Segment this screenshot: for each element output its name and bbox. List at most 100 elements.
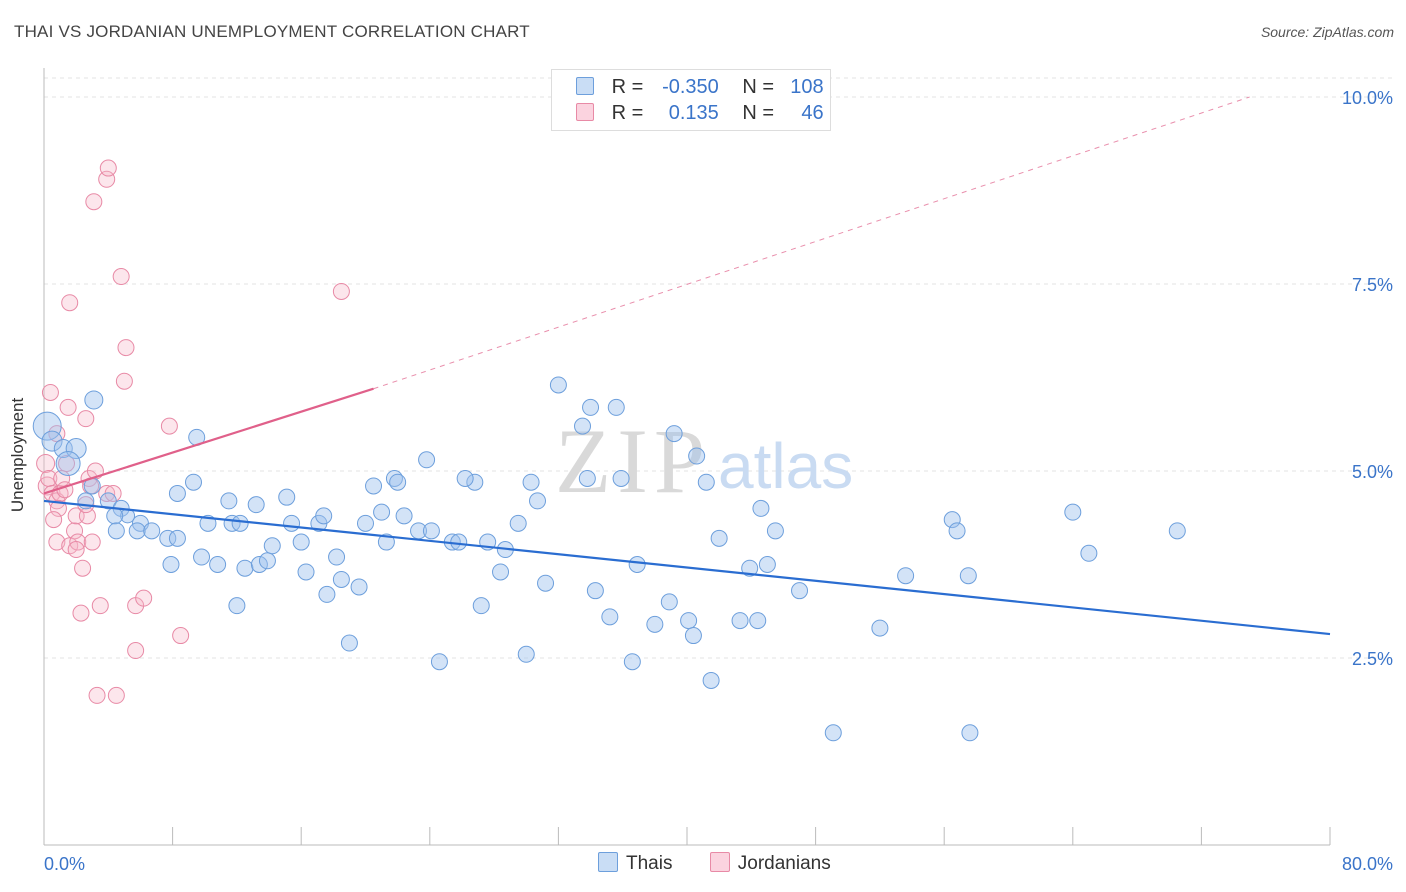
jordanian-point [61,294,79,312]
thai-point [41,430,63,452]
thai-point [472,597,490,615]
jordanian-point [85,193,103,211]
jordanian-point [77,410,95,428]
thai-point [159,529,177,547]
jordanian-point [160,417,178,435]
legend-n-label: N = [742,76,775,98]
thai-point [350,578,368,596]
thai-point [752,499,770,517]
thai-point [315,507,333,525]
chart-title: THAI VS JORDANIAN UNEMPLOYMENT CORRELATI… [14,22,530,41]
legend-swatch-thais [576,77,594,95]
thai-point [228,597,246,615]
thai-point [250,556,268,573]
thai-point [283,514,301,532]
thai-point [32,411,62,441]
thai-point [537,574,555,592]
thai-point [84,390,104,410]
jordanian-trend-extension [373,96,1250,390]
thai-point [897,567,915,585]
thai-point [749,612,767,630]
jordanian-point [49,499,67,517]
thai-point [697,473,715,491]
thai-point [660,593,678,611]
thai-point [529,492,547,510]
legend-n-label: N = [742,102,775,124]
jordanian-point [112,268,130,286]
y-tick-label: 10.0% [1342,88,1393,108]
thai-point [107,522,125,540]
thai-point [143,522,161,540]
jordanian-point [72,604,90,622]
thai-point [340,634,358,652]
thai-point [1064,503,1082,521]
jordanian-point [48,533,66,551]
x-tick-label: 0.0% [44,854,85,874]
thai-point [871,619,889,637]
thai-point [466,473,484,491]
thai-point [517,645,535,663]
thai-point [128,522,146,540]
thai-point [948,522,966,540]
thai-point [236,559,254,577]
jordanian-point [45,511,63,529]
thai-point [509,514,527,532]
jordanian-point [135,589,153,607]
thai-point [106,507,124,525]
thai-point [623,653,641,671]
thai-point [430,653,448,671]
series-label-jordanians: Jordanians [737,853,831,874]
thai-point [422,522,440,540]
thai-point [586,582,604,600]
jordanian-point [172,627,190,645]
jordanian-point [107,686,125,704]
series-legend-thais: Thais [598,852,672,875]
thai-point [578,469,596,487]
trend-lines [43,96,1331,636]
watermark-zip: ZIP [555,410,711,512]
thai-point [231,514,249,532]
thai-point [680,612,698,630]
thai-point [357,514,374,532]
thai-points [32,376,1186,742]
series-swatch-thais [598,852,618,872]
thai-point [702,671,720,689]
thai-point [574,417,592,435]
thai-point [450,533,468,551]
thai-point [731,612,749,630]
thai-point [395,507,413,525]
jordanian-point [117,339,135,357]
thai-point [601,608,619,626]
thai-point [959,567,977,585]
thai-point [247,496,265,514]
thai-point [522,473,540,491]
thai-point [456,469,474,487]
jordanian-point [83,533,101,551]
thai-point [684,627,702,645]
thai-point [612,469,630,487]
thai-point [665,425,683,443]
thai-point [65,438,87,460]
thai-point [297,563,315,581]
thai-point [328,548,346,566]
thai-point [168,529,186,547]
jordanian-point [88,686,106,704]
thai-point [258,552,276,570]
thai-point [646,615,664,633]
thai-point [193,548,211,566]
watermark-atlas: atlas [718,430,853,502]
legend-swatch-jordanians [576,103,594,121]
thai-point [758,556,776,573]
legend-r-value: 0.135 [668,102,719,124]
jordanian-point [74,559,92,577]
thai-point [766,522,784,540]
jordanian-point [127,642,145,660]
jordanian-trend-line [43,387,374,495]
thai-point [791,582,809,600]
jordanian-point [99,159,117,177]
series-legend: Thais Jordanians [598,852,863,875]
legend-r-label: R = [611,102,644,124]
legend-row-thais: R = -0.350 N = 108 [576,76,824,102]
correlation-legend: R = -0.350 N = 108 R = 0.135 N = 46 [551,69,831,131]
y-axis-label: Unemployment [8,397,27,513]
